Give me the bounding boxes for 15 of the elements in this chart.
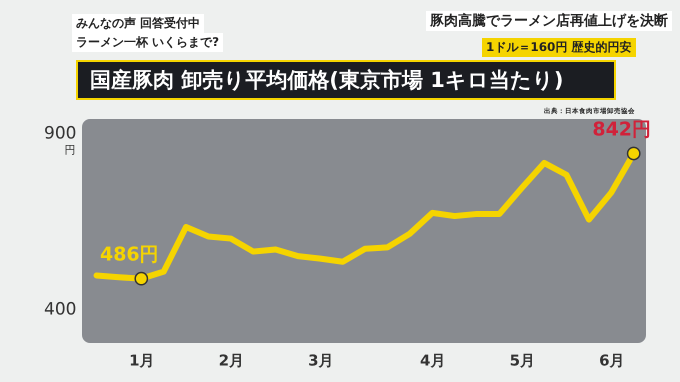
- x-tick-label: 1月: [129, 352, 155, 370]
- x-tick-label: 6月: [599, 352, 625, 370]
- x-tick-label: 2月: [218, 352, 244, 370]
- x-tick-label: 3月: [308, 352, 334, 370]
- y-axis-title: 円: [64, 144, 76, 157]
- x-tick-label: 5月: [510, 352, 536, 370]
- chart-title: 国産豚肉 卸売り平均価格(東京市場 1キロ当たり): [76, 60, 616, 100]
- x-tick-label: 4月: [420, 352, 446, 370]
- text: 豚肉高騰でラーメン店再値上げを決断: [426, 11, 672, 31]
- text: 1ドル＝160円 歴史的円安: [482, 38, 636, 57]
- text: ラーメン一杯 いくらまで?: [72, 33, 224, 52]
- y-tick-label: 400: [44, 299, 76, 320]
- annotation: 486円: [100, 244, 159, 266]
- text: みんなの声 回答受付中: [72, 14, 204, 33]
- y-tick-label: 900: [44, 124, 76, 144]
